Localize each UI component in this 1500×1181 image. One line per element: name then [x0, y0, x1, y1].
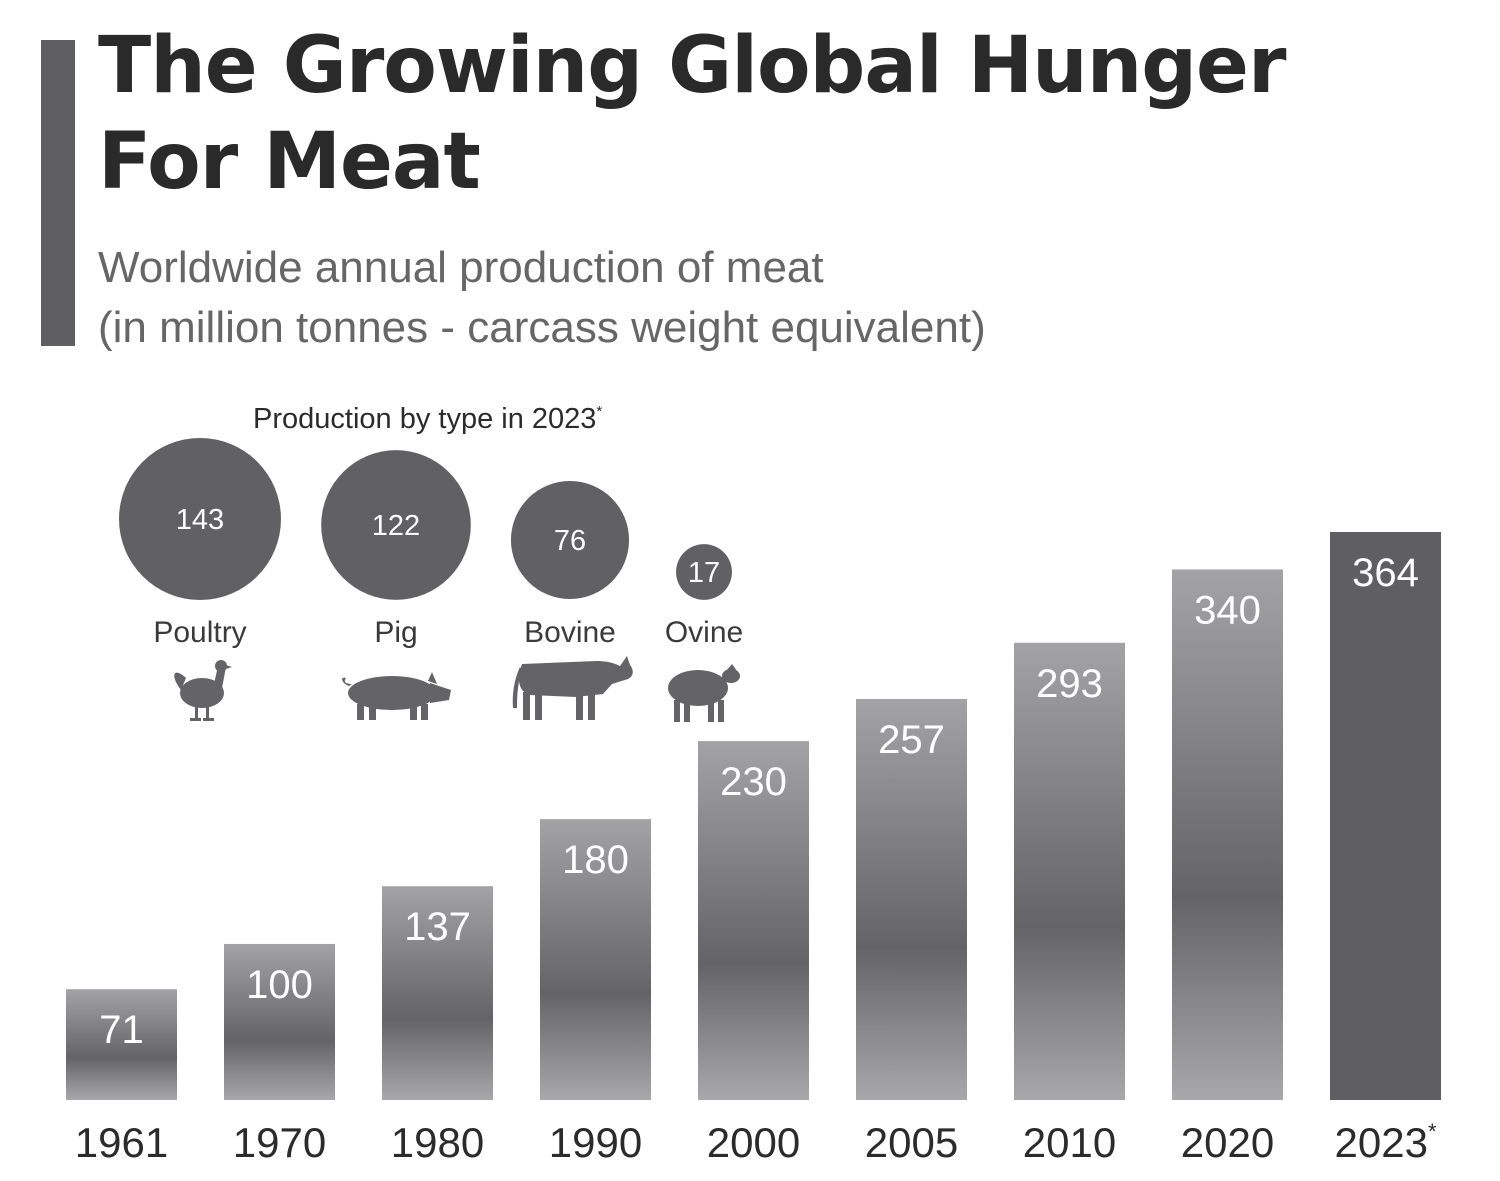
bar-value-label: 340 — [1194, 588, 1261, 632]
x-tick-label: 1961 — [75, 1119, 168, 1166]
x-tick-label: 2020 — [1181, 1119, 1274, 1166]
chicken-icon — [174, 660, 232, 721]
bubble-value-label: 122 — [372, 510, 420, 542]
bar-1961 — [66, 989, 177, 1100]
title-line-1: The Growing Global Hunger — [98, 21, 1286, 111]
bubble-value-label: 143 — [176, 504, 224, 536]
x-tick-label: 1970 — [233, 1119, 326, 1166]
bar-value-label: 100 — [246, 963, 313, 1007]
page-subtitle: Worldwide annual production of meat (in … — [98, 238, 1478, 358]
bar-value-label: 293 — [1036, 662, 1103, 706]
accent-bar — [41, 40, 75, 346]
bar-2005 — [856, 698, 967, 1100]
cow-icon — [512, 656, 633, 720]
bubble-group: 143 Poultry 122 Pig 76 Bovine 17 Ovine — [119, 438, 743, 649]
x-tick-label: 1990 — [549, 1119, 642, 1166]
bar-2023 — [1330, 532, 1441, 1100]
x-tick-label: 2000 — [707, 1119, 800, 1166]
x-tick-year: 2023 — [1335, 1119, 1428, 1166]
bar-1970 — [224, 943, 335, 1100]
bubble-category-label: Pig — [374, 616, 417, 649]
x-tick-year: 2020 — [1181, 1119, 1274, 1166]
bar-1980 — [382, 886, 493, 1100]
bar-value-label: 137 — [404, 905, 471, 949]
bubble-category-label: Bovine — [524, 616, 616, 649]
subtitle-line-2: (in million tonnes - carcass weight equi… — [98, 303, 986, 352]
x-tick-label: 2005 — [865, 1119, 958, 1166]
bar-2010 — [1014, 642, 1125, 1100]
sheep-icon — [668, 664, 740, 722]
x-tick-year: 1961 — [75, 1119, 168, 1166]
bar-value-label: 364 — [1352, 551, 1419, 595]
bar-value-label: 257 — [878, 718, 945, 762]
bubble-poultry — [119, 438, 281, 600]
subtitle-line-1: Worldwide annual production of meat — [98, 243, 824, 292]
bubble-category-label: Poultry — [153, 616, 246, 649]
bar-2000 — [698, 741, 809, 1100]
bubble-title-text: Production by type in 2023 — [253, 403, 596, 435]
bubble-title-mark: * — [596, 403, 602, 420]
x-tick-year: 2005 — [865, 1119, 958, 1166]
bubble-bovine — [510, 480, 630, 600]
bar-value-label: 180 — [562, 838, 629, 882]
x-tick-year: 1980 — [391, 1119, 484, 1166]
bubble-value-label: 76 — [554, 525, 586, 557]
bar-2020 — [1172, 569, 1283, 1100]
bar-group: 71 1961 100 1970 137 1980 180 1990 230 2000 257 200… — [66, 532, 1441, 1166]
bar-value-label: 230 — [720, 760, 787, 804]
x-tick-year: 1970 — [233, 1119, 326, 1166]
x-tick-label: 2010 — [1023, 1119, 1116, 1166]
pig-icon — [342, 672, 451, 720]
bubble-ovine — [676, 544, 732, 600]
x-tick-mark: * — [1428, 1119, 1437, 1144]
bar-1990 — [540, 819, 651, 1100]
x-tick-label: 1980 — [391, 1119, 484, 1166]
page-title: The Growing Global Hunger For Meat — [98, 18, 1478, 210]
x-tick-label: 2023* — [1335, 1119, 1437, 1166]
bubble-chart-title: Production by type in 2023* — [253, 403, 602, 435]
x-tick-year: 2000 — [707, 1119, 800, 1166]
x-tick-year: 1990 — [549, 1119, 642, 1166]
bubble-category-label: Ovine — [665, 616, 743, 649]
x-tick-year: 2010 — [1023, 1119, 1116, 1166]
bubble-pig — [321, 450, 471, 600]
bar-value-label: 71 — [99, 1008, 144, 1052]
title-line-2: For Meat — [98, 117, 481, 207]
bubble-value-label: 17 — [688, 557, 720, 589]
